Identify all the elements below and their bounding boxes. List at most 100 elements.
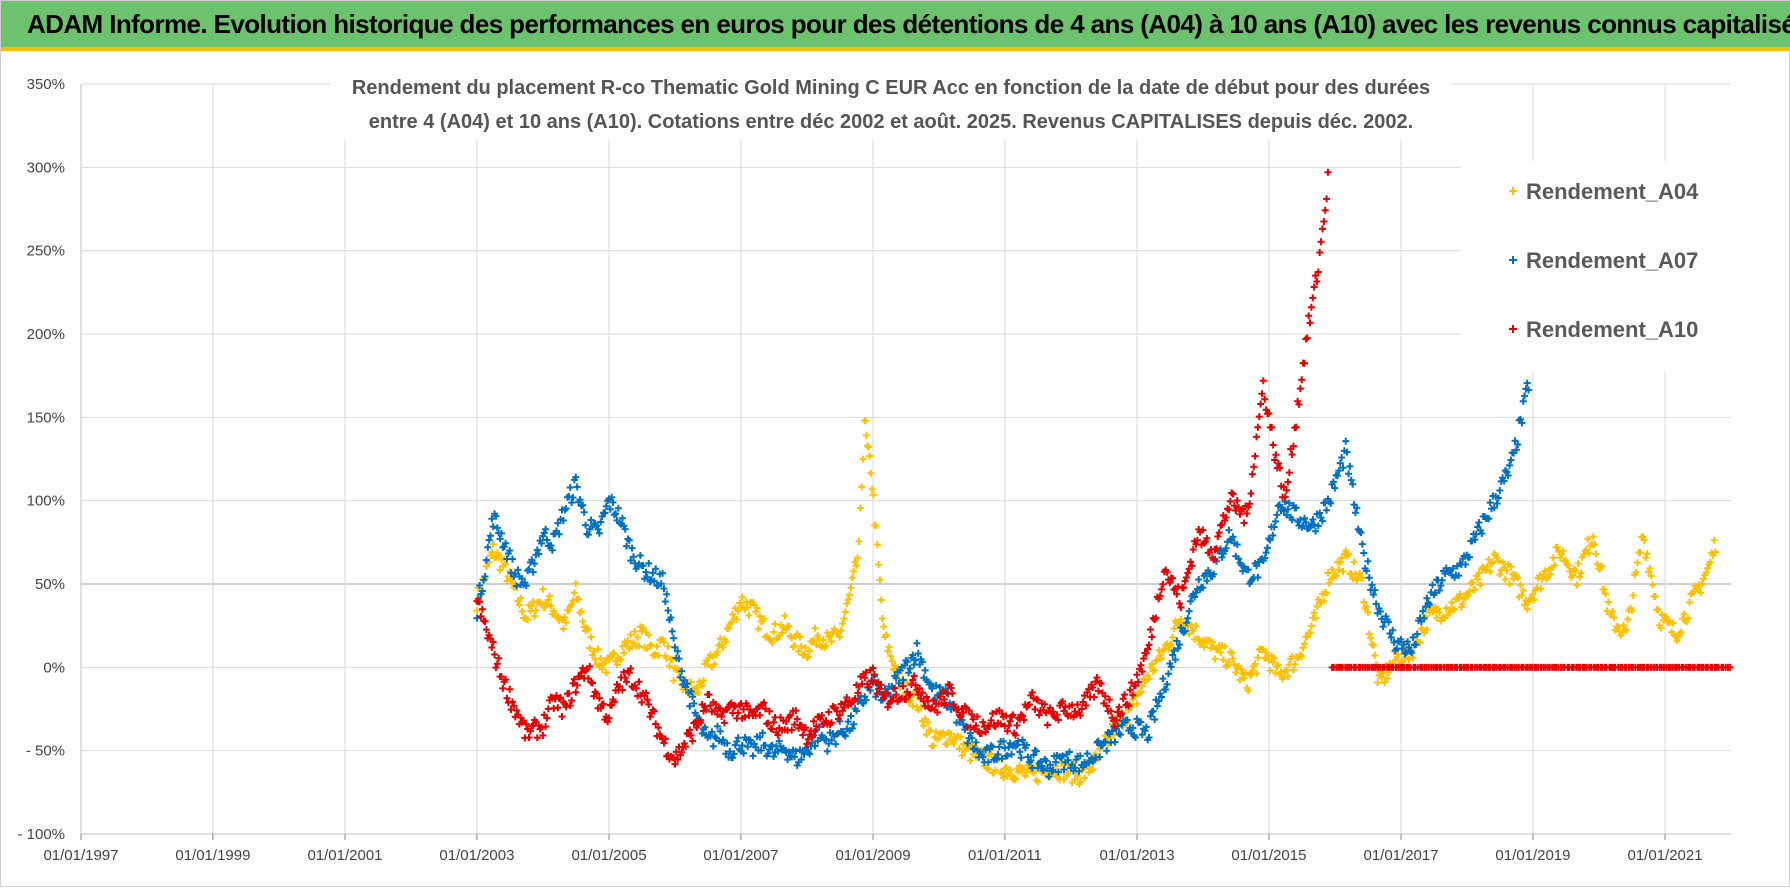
scatter-marker <box>1593 560 1601 568</box>
scatter-marker <box>828 719 836 727</box>
scatter-marker <box>1324 168 1332 176</box>
scatter-marker <box>757 746 765 754</box>
x-tick-label: 01/01/2001 <box>307 847 382 864</box>
scatter-marker <box>1428 581 1436 589</box>
scatter-marker <box>1240 519 1248 527</box>
scatter-marker <box>936 693 944 701</box>
scatter-marker <box>1604 598 1612 606</box>
scatter-marker <box>1169 633 1177 641</box>
scatter-marker <box>1305 312 1313 320</box>
scatter-marker <box>495 654 503 662</box>
scatter-marker <box>660 638 668 646</box>
scatter-marker <box>497 529 505 537</box>
scatter-marker <box>542 525 550 533</box>
scatter-marker <box>905 669 913 677</box>
scatter-marker <box>668 627 676 635</box>
scatter-marker <box>716 727 724 735</box>
scatter-marker <box>790 753 798 761</box>
scatter-marker <box>991 766 999 774</box>
scatter-marker <box>502 676 510 684</box>
scatter-marker <box>920 722 928 730</box>
x-tick-label: 01/01/2015 <box>1231 847 1306 864</box>
scatter-marker <box>1244 687 1252 695</box>
scatter-marker <box>627 631 635 639</box>
scatter-marker <box>1371 651 1379 659</box>
scatter-marker <box>569 494 577 502</box>
scatter-marker <box>1023 741 1031 749</box>
scatter-marker <box>1163 680 1171 688</box>
scatter-marker <box>1219 656 1227 664</box>
scatter-marker <box>648 641 656 649</box>
scatter-marker <box>562 505 570 513</box>
scatter-marker <box>914 650 922 658</box>
scatter-marker <box>473 614 481 622</box>
legend-label: Rendement_A10 <box>1526 317 1698 342</box>
scatter-marker <box>1372 600 1380 608</box>
scatter-marker <box>529 568 537 576</box>
scatter-marker <box>517 594 525 602</box>
scatter-marker <box>1003 752 1011 760</box>
scatter-marker <box>1217 649 1225 657</box>
scatter-marker <box>1345 550 1353 558</box>
scatter-marker <box>811 742 819 750</box>
scatter-marker <box>1483 562 1491 570</box>
y-tick-label: 350% <box>27 76 65 93</box>
scatter-marker <box>537 539 545 547</box>
scatter-marker <box>605 714 613 722</box>
scatter-marker <box>1229 490 1237 498</box>
scatter-marker <box>752 608 760 616</box>
scatter-marker <box>484 543 492 551</box>
legend-marker <box>1509 187 1517 195</box>
scatter-marker <box>1167 640 1175 648</box>
scatter-marker <box>756 711 764 719</box>
scatter-marker <box>690 700 698 708</box>
scatter-marker <box>1511 437 1519 445</box>
scatter-marker <box>1571 566 1579 574</box>
scatter-marker <box>1145 641 1153 649</box>
scatter-marker <box>1577 569 1585 577</box>
scatter-marker <box>891 684 899 692</box>
scatter-marker <box>670 677 678 685</box>
scatter-marker <box>1041 700 1049 708</box>
scatter-marker <box>1296 385 1304 393</box>
scatter-marker <box>621 674 629 682</box>
scatter-marker <box>972 738 980 746</box>
scatter-marker <box>725 624 733 632</box>
scatter-marker <box>1185 607 1193 615</box>
scatter-marker <box>1251 660 1259 668</box>
scatter-marker <box>888 657 896 665</box>
scatter-marker <box>606 505 614 513</box>
scatter-marker <box>701 723 709 731</box>
scatter-marker <box>1112 716 1120 724</box>
scatter-marker <box>1356 569 1364 577</box>
scatter-marker <box>885 643 893 651</box>
scatter-marker <box>1182 619 1190 627</box>
scatter-marker <box>840 703 848 711</box>
scatter-marker <box>1236 676 1244 684</box>
scatter-marker <box>854 689 862 697</box>
scatter-marker <box>1038 762 1046 770</box>
scatter-marker <box>1054 768 1062 776</box>
scatter-marker <box>1405 643 1413 651</box>
scatter-marker <box>841 732 849 740</box>
scatter-marker <box>566 483 574 491</box>
scatter-marker <box>913 639 921 647</box>
scatter-marker <box>674 755 682 763</box>
scatter-marker <box>914 691 922 699</box>
scatter-marker <box>653 642 661 650</box>
scatter-marker <box>693 712 701 720</box>
scatter-marker <box>1064 769 1072 777</box>
scatter-marker <box>1052 758 1060 766</box>
scatter-marker <box>636 552 644 560</box>
scatter-marker <box>730 750 738 758</box>
scatter-marker <box>497 673 505 681</box>
scatter-marker <box>1145 734 1153 742</box>
scatter-marker <box>1222 514 1230 522</box>
scatter-marker <box>1275 459 1283 467</box>
scatter-marker <box>1592 550 1600 558</box>
scatter-marker <box>1195 635 1203 643</box>
scatter-marker <box>902 695 910 703</box>
scatter-marker <box>506 685 514 693</box>
scatter-marker <box>1065 748 1073 756</box>
scatter-marker <box>506 546 514 554</box>
